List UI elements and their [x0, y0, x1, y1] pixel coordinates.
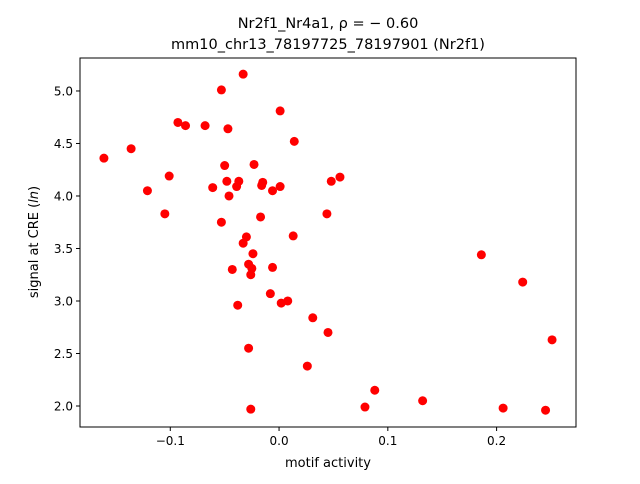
y-axis: 2.0 2.5 3.0 3.5 4.0 4.5 5.0: [54, 84, 80, 413]
x-axis-label: motif activity: [285, 456, 371, 471]
chart-title-line1: Nr2f1_Nr4a1, ρ = − 0.60: [238, 16, 419, 32]
x-tick-label: −0.1: [156, 434, 185, 448]
data-point: [518, 277, 528, 287]
points-group: [99, 69, 557, 415]
data-point: [547, 335, 557, 345]
x-axis: −0.1 0.0 0.1 0.2: [156, 427, 506, 448]
data-point: [164, 171, 174, 181]
data-point: [308, 313, 318, 323]
data-point: [275, 182, 285, 192]
x-tick-label: 0.1: [378, 434, 397, 448]
data-point: [370, 385, 380, 395]
y-tick-label: 3.5: [54, 242, 73, 256]
data-point: [233, 300, 243, 310]
data-point: [541, 405, 551, 415]
data-point: [248, 249, 258, 259]
data-point: [246, 404, 256, 414]
data-point: [360, 402, 370, 412]
data-point: [200, 121, 210, 131]
data-point: [208, 183, 218, 193]
data-point: [418, 396, 428, 406]
data-point: [126, 144, 136, 154]
data-point: [268, 186, 278, 196]
data-point: [222, 176, 232, 186]
data-point: [498, 403, 508, 413]
data-point: [246, 270, 256, 280]
y-tick-label: 3.0: [54, 294, 73, 308]
data-point: [220, 161, 230, 171]
data-point: [302, 361, 312, 371]
data-point: [216, 85, 226, 95]
x-tick-label: 0.0: [270, 434, 289, 448]
chart-title-line2: mm10_chr13_78197725_78197901 (Nr2f1): [171, 37, 485, 53]
data-point: [322, 209, 332, 219]
data-point: [257, 180, 267, 190]
data-point: [288, 231, 298, 241]
data-point: [289, 136, 299, 146]
data-point: [326, 176, 336, 186]
data-point: [276, 298, 286, 308]
data-point: [244, 343, 254, 353]
data-point: [476, 250, 486, 260]
data-point: [323, 327, 333, 337]
y-tick-label: 2.5: [54, 347, 73, 361]
y-tick-label: 4.5: [54, 137, 73, 151]
x-tick-label: 0.2: [487, 434, 506, 448]
data-point: [181, 121, 191, 131]
data-point: [173, 117, 183, 127]
data-point: [238, 238, 248, 248]
data-point: [227, 264, 237, 274]
data-point: [238, 69, 248, 79]
data-point: [223, 124, 233, 134]
data-point: [99, 153, 109, 163]
y-tick-label: 4.0: [54, 189, 73, 203]
data-point: [265, 289, 275, 299]
data-point: [224, 191, 234, 201]
data-point: [275, 106, 285, 116]
data-point: [335, 172, 345, 182]
data-point: [216, 217, 226, 227]
data-point: [142, 186, 152, 196]
data-point: [268, 262, 278, 272]
data-point: [249, 159, 259, 169]
plot-frame: [79, 57, 577, 428]
y-axis-label: signal at CRE (ln): [27, 186, 42, 298]
y-tick-label: 2.0: [54, 399, 73, 413]
y-tick-label: 5.0: [54, 84, 73, 98]
data-point: [160, 209, 170, 219]
data-point: [232, 182, 242, 192]
data-point: [256, 212, 266, 222]
